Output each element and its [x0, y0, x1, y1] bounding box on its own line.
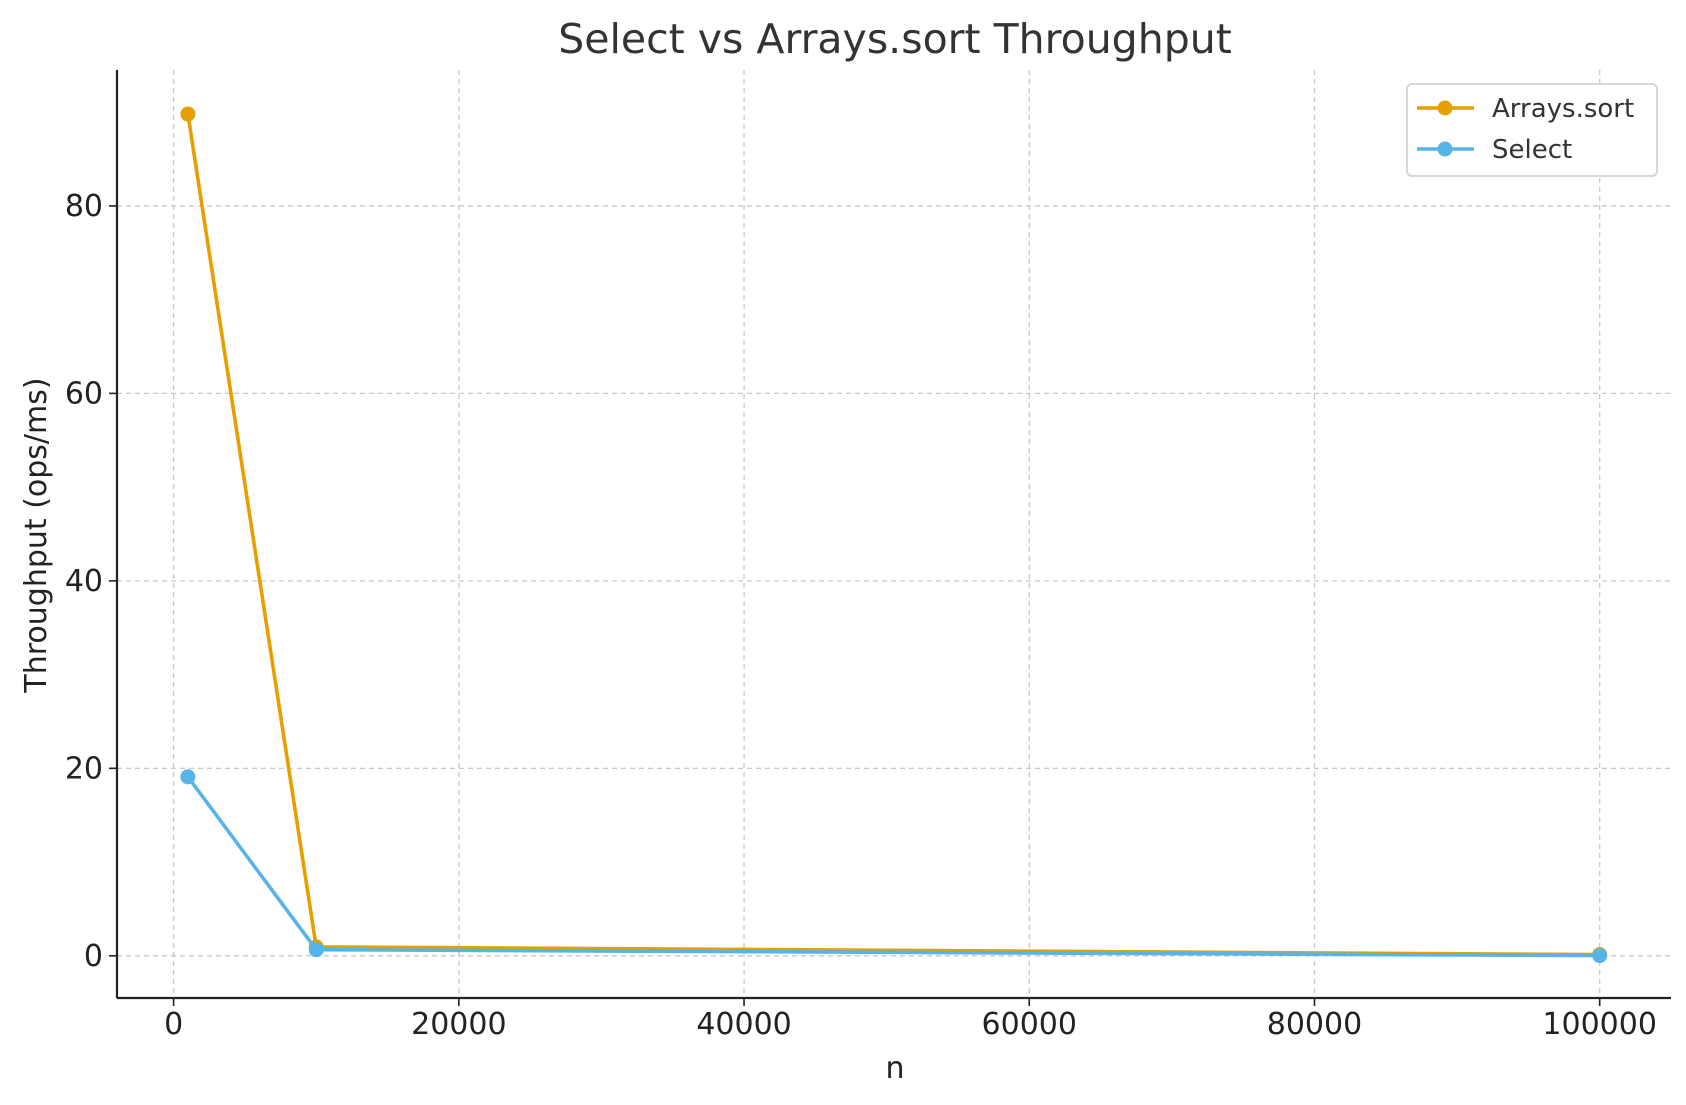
y-tick-label: 80 [65, 189, 103, 224]
x-axis-label: n [885, 1051, 904, 1086]
x-tick-label: 80000 [1267, 1007, 1362, 1042]
x-ticks: 0 20000 40000 60000 80000 100000 [164, 998, 1657, 1042]
legend-entry: Arrays.sort [1417, 94, 1634, 124]
legend-marker [1437, 100, 1453, 116]
series-layer [180, 106, 1608, 964]
y-tick-label: 0 [84, 939, 103, 974]
y-ticks: 0 20 40 60 80 [65, 189, 117, 974]
series-select [180, 769, 1608, 964]
chart-title: Select vs Arrays.sort Throughput [558, 15, 1232, 63]
legend-entry: Select [1417, 135, 1572, 165]
y-axis-label: Throughput (ops/ms) [19, 377, 54, 693]
legend-marker [1437, 141, 1453, 157]
data-point [1592, 948, 1608, 964]
legend-label: Arrays.sort [1492, 94, 1634, 124]
x-tick-label: 100000 [1542, 1007, 1657, 1042]
data-point [308, 942, 324, 958]
grid [117, 70, 1671, 998]
x-tick-label: 0 [164, 1007, 183, 1042]
x-tick-label: 60000 [982, 1007, 1077, 1042]
x-tick-label: 20000 [411, 1007, 506, 1042]
data-point [180, 106, 196, 122]
data-point [180, 769, 196, 785]
legend-label: Select [1492, 135, 1572, 165]
y-tick-label: 60 [65, 376, 103, 411]
y-tick-label: 20 [65, 751, 103, 786]
legend: Arrays.sort Select [1406, 83, 1658, 177]
x-tick-label: 40000 [696, 1007, 791, 1042]
y-tick-label: 40 [65, 564, 103, 599]
